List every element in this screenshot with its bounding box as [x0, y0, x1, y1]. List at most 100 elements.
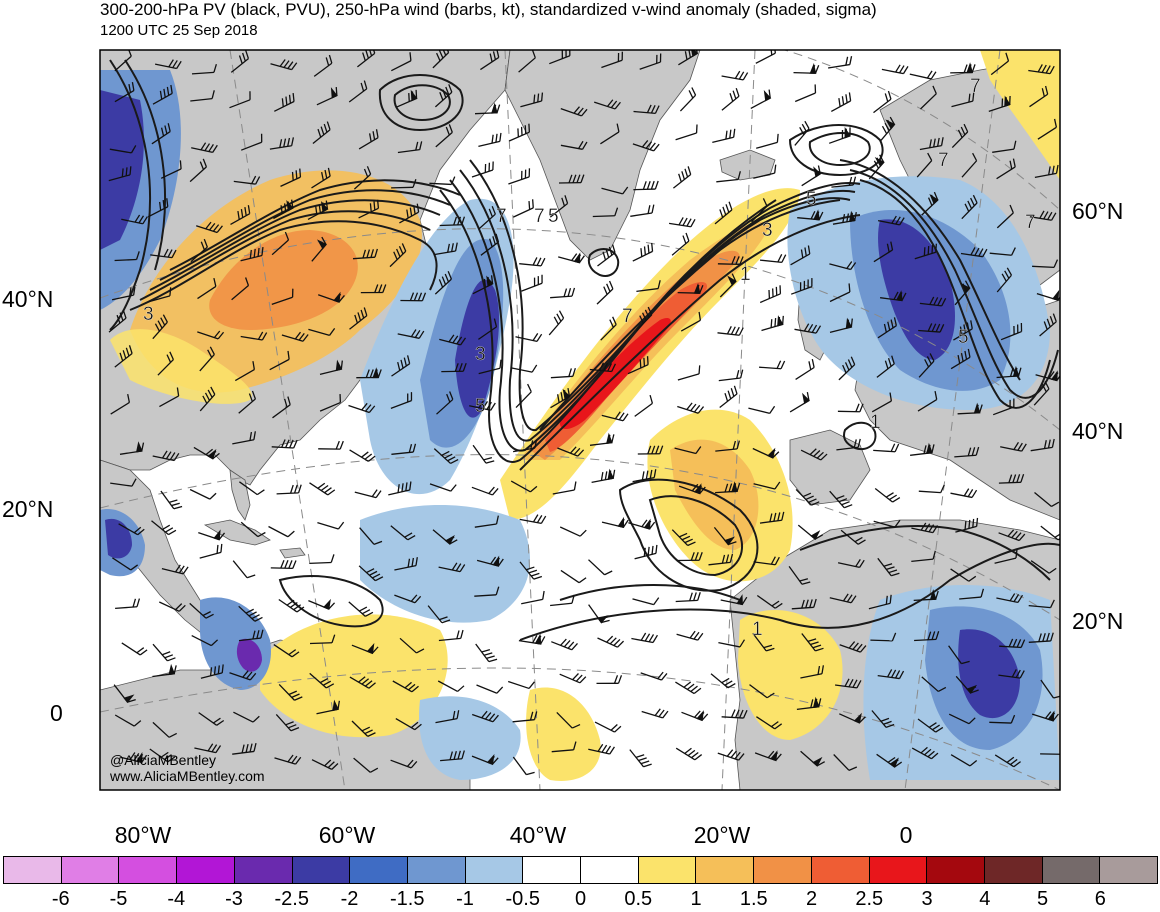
pv-label: 3 — [762, 220, 773, 241]
wind-barb — [632, 140, 660, 152]
wind-barb — [837, 403, 864, 413]
lat-label-left: 0 — [50, 700, 63, 726]
pv-label: 7 — [496, 206, 507, 227]
wind-barb — [400, 292, 427, 302]
wind-barb — [714, 201, 733, 225]
wind-barb — [390, 525, 416, 541]
wind-barb — [588, 604, 610, 624]
pv-contour-arctic-1 — [378, 74, 464, 132]
wind-barb — [557, 446, 585, 457]
pv-label: 7 — [622, 306, 633, 327]
wind-barb — [596, 675, 623, 685]
wind-barb — [873, 443, 900, 453]
pv-contour-trough-west-4 — [469, 159, 777, 432]
wind-barb — [920, 85, 937, 110]
wind-barb — [914, 243, 937, 260]
wind-barb — [191, 635, 219, 647]
wind-barb — [478, 205, 496, 230]
wind-barb — [437, 680, 465, 693]
wind-barb — [721, 70, 749, 81]
wind-barb — [230, 50, 250, 73]
wind-barb — [191, 142, 218, 154]
anomaly-yellow-scandinavia — [980, 50, 1060, 180]
wind-barb — [239, 481, 265, 496]
wind-barb — [272, 396, 291, 419]
anomaly-lightblue-tropics — [360, 505, 530, 623]
wind-barb — [353, 757, 379, 773]
wind-barb — [438, 562, 466, 573]
wind-barb — [358, 129, 379, 150]
wind-barb — [639, 53, 662, 70]
colorbar-swatch — [234, 857, 293, 883]
colorbar-swatch — [1042, 857, 1101, 883]
wind-barb — [395, 718, 422, 731]
wind-barb — [319, 359, 343, 376]
wind-barb — [311, 236, 328, 262]
wind-barb — [150, 248, 177, 259]
wind-barb — [1029, 85, 1049, 108]
wind-barb — [435, 124, 453, 148]
pv-contour-northamerica-1 — [129, 220, 438, 311]
wind-barb — [677, 402, 705, 414]
wind-barb — [472, 444, 495, 464]
wind-barb — [756, 716, 783, 730]
wind-barb — [675, 124, 698, 141]
pv-contour-northamerica-5 — [169, 179, 461, 271]
wind-barb — [627, 356, 649, 375]
colorbar-tick-label: -1.5 — [390, 888, 425, 910]
wind-barb — [275, 713, 300, 732]
wind-barb — [718, 369, 744, 382]
wind-barb — [240, 133, 263, 151]
wind-barb — [191, 63, 218, 75]
wind-barb — [397, 141, 423, 154]
wind-barb — [675, 747, 703, 761]
wind-barb — [634, 394, 654, 417]
wind-barb — [311, 167, 331, 189]
wind-barb — [916, 152, 933, 178]
lon-label: 80°W — [114, 822, 172, 848]
wind-barb — [796, 696, 822, 711]
wind-barb — [641, 708, 669, 719]
wind-barb — [672, 166, 692, 189]
wind-barb — [151, 123, 171, 145]
wind-barb — [309, 672, 335, 689]
wind-barb — [475, 643, 498, 663]
wind-barb — [238, 390, 257, 414]
pv-label: 7 — [534, 206, 545, 227]
colorbar-swatch — [177, 857, 235, 883]
wind-barb — [788, 566, 811, 585]
pv-label: 1 — [740, 264, 751, 285]
pv-contour-eastatlantic-cutoff-2 — [648, 495, 744, 577]
wind-barb — [472, 275, 494, 295]
wind-barb — [948, 645, 970, 665]
wind-barb — [513, 199, 534, 218]
wind-barb — [1032, 710, 1059, 722]
wind-barb — [951, 92, 975, 108]
colorbar-swatch — [754, 857, 812, 883]
wind-barb — [276, 484, 302, 495]
wind-barb — [311, 759, 339, 770]
colorbar-tick-label: 0.5 — [624, 888, 653, 910]
pv-label: 5 — [475, 396, 486, 417]
wind-barb — [795, 359, 815, 380]
wind-barb — [396, 89, 418, 108]
wind-barb — [795, 488, 820, 506]
wind-barb — [318, 440, 344, 450]
wind-barb — [109, 145, 137, 154]
wind-barb — [633, 104, 660, 114]
wind-barb — [989, 247, 1016, 256]
wind-barb — [1028, 599, 1055, 609]
wind-barb — [717, 326, 744, 336]
pv-label: 5 — [806, 189, 817, 210]
wind-barb — [918, 484, 945, 494]
wind-barb — [601, 516, 629, 529]
wind-barb — [918, 353, 935, 378]
wind-barb — [118, 523, 145, 536]
wind-barb — [317, 521, 345, 530]
wind-barb — [592, 207, 619, 218]
wind-barb — [790, 278, 813, 295]
wind-barb — [359, 527, 383, 545]
wind-barb — [316, 87, 338, 106]
wind-barb — [232, 560, 256, 579]
wind-barb — [394, 594, 422, 604]
